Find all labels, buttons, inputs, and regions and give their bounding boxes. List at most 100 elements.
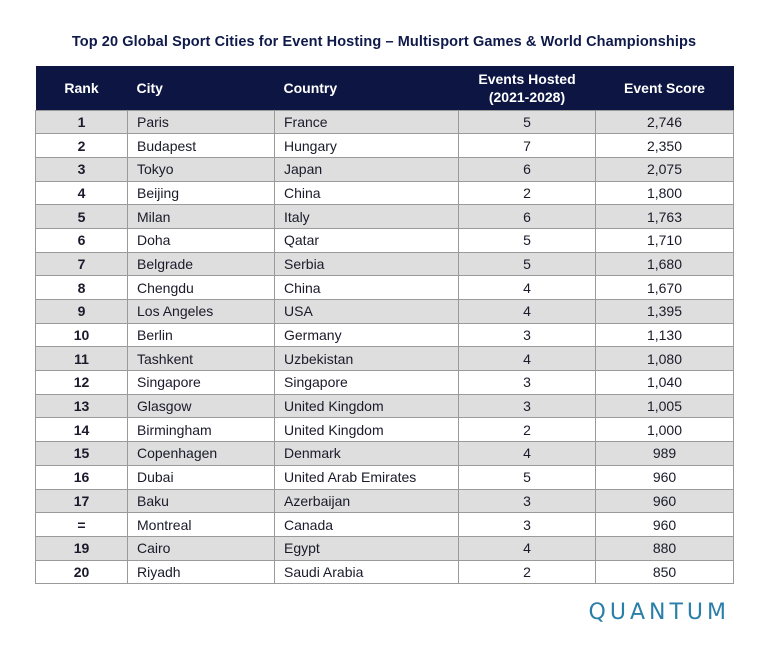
- cell-city: Copenhagen: [127, 441, 275, 466]
- rankings-table: Rank City Country Events Hosted (2021-20…: [35, 66, 734, 585]
- header-country: Country: [283, 79, 338, 96]
- cell-rank: 12: [35, 370, 128, 395]
- cell-rank: 8: [35, 275, 128, 300]
- cell-events-hosted: 2: [458, 559, 596, 585]
- cell-events-hosted: 5: [458, 109, 596, 135]
- cell-city: Milan: [127, 204, 275, 229]
- cell-event-score: 1,800: [595, 180, 734, 206]
- cell-event-score: 2,075: [595, 156, 734, 182]
- cell-country: United Arab Emirates: [274, 464, 459, 490]
- table-row: 10 Berlin Germany 3 1,130: [35, 322, 734, 348]
- cell-rank: 16: [35, 464, 128, 490]
- cell-city: Cairo: [127, 535, 275, 561]
- cell-country: France: [274, 109, 459, 135]
- cell-city: Doha: [127, 227, 275, 253]
- cell-event-score: 960: [595, 464, 734, 490]
- cell-city: Los Angeles: [127, 299, 275, 324]
- cell-city: Budapest: [127, 133, 275, 158]
- cell-country: Denmark: [274, 441, 459, 466]
- cell-country: Uzbekistan: [274, 346, 459, 372]
- header-events-line1: Events Hosted: [478, 70, 576, 87]
- cell-event-score: 1,000: [595, 417, 734, 443]
- cell-events-hosted: 2: [458, 180, 596, 206]
- cell-events-hosted: 5: [458, 251, 596, 277]
- table-row: 19 Cairo Egypt 4 880: [35, 535, 734, 561]
- cell-country: United Kingdom: [274, 417, 459, 443]
- cell-city: Tashkent: [127, 346, 275, 372]
- cell-events-hosted: 5: [458, 227, 596, 253]
- cell-rank: 3: [35, 156, 128, 182]
- cell-event-score: 960: [595, 488, 734, 514]
- cell-country: Hungary: [274, 133, 459, 158]
- cell-event-score: 2,350: [595, 133, 734, 158]
- cell-rank: 15: [35, 441, 128, 466]
- table-header: Rank City Country Events Hosted (2021-20…: [35, 66, 734, 110]
- cell-event-score: 1,670: [595, 275, 734, 300]
- table-row: 15 Copenhagen Denmark 4 989: [35, 441, 734, 466]
- cell-rank: 20: [35, 559, 128, 585]
- cell-country: Saudi Arabia: [274, 559, 459, 585]
- cell-city: Glasgow: [127, 393, 275, 419]
- cell-rank: 14: [35, 417, 128, 443]
- cell-city: Tokyo: [127, 156, 275, 182]
- cell-city: Birmingham: [127, 417, 275, 443]
- cell-rank: 13: [35, 393, 128, 419]
- cell-rank: 19: [35, 535, 128, 561]
- cell-country: Egypt: [274, 535, 459, 561]
- cell-events-hosted: 3: [458, 322, 596, 348]
- page-title: Top 20 Global Sport Cities for Event Hos…: [71, 34, 697, 50]
- rankings-table-container: Rank City Country Events Hosted (2021-20…: [35, 66, 734, 585]
- cell-event-score: 1,005: [595, 393, 734, 419]
- table-row: 17 Baku Azerbaijan 3 960: [35, 488, 734, 514]
- cell-country: Japan: [274, 156, 459, 182]
- cell-events-hosted: 5: [458, 464, 596, 490]
- table-body: 1 Paris France 5 2,746 2 Budapest Hungary 7 2,350…: [35, 109, 734, 585]
- cell-country: Canada: [274, 512, 459, 537]
- cell-event-score: 1,130: [595, 322, 734, 348]
- header-rank: Rank: [64, 79, 99, 96]
- table-row: = Montreal Canada 3 960: [35, 512, 734, 537]
- table-row: 8 Chengdu China 4 1,670: [35, 275, 734, 300]
- table-row: 13 Glasgow United Kingdom 3 1,005: [35, 393, 734, 419]
- cell-rank: 4: [35, 180, 128, 206]
- table-row: 4 Beijing China 2 1,800: [35, 180, 734, 206]
- cell-rank: 17: [35, 488, 128, 514]
- cell-events-hosted: 6: [458, 204, 596, 229]
- table-header-row: Rank City Country Events Hosted (2021-20…: [35, 66, 734, 110]
- cell-country: Serbia: [274, 251, 459, 277]
- cell-country: Singapore: [274, 370, 459, 395]
- cell-city: Montreal: [127, 512, 275, 537]
- table-row: 1 Paris France 5 2,746: [35, 109, 734, 135]
- cell-event-score: 989: [595, 441, 734, 466]
- cell-rank: 10: [35, 322, 128, 348]
- cell-city: Dubai: [127, 464, 275, 490]
- cell-event-score: 1,040: [595, 370, 734, 395]
- table-row: 6 Doha Qatar 5 1,710: [35, 227, 734, 253]
- cell-city: Baku: [127, 488, 275, 514]
- cell-rank: 6: [35, 227, 128, 253]
- cell-events-hosted: 3: [458, 393, 596, 419]
- cell-events-hosted: 7: [458, 133, 596, 158]
- cell-events-hosted: 4: [458, 299, 596, 324]
- cell-event-score: 2,746: [595, 109, 734, 135]
- table-row: 12 Singapore Singapore 3 1,040: [35, 370, 734, 395]
- cell-event-score: 880: [595, 535, 734, 561]
- cell-events-hosted: 6: [458, 156, 596, 182]
- quantum-logo: QUANTUM: [588, 600, 730, 625]
- table-row: 16 Dubai United Arab Emirates 5 960: [35, 464, 734, 490]
- cell-rank: =: [35, 512, 128, 537]
- cell-country: China: [274, 180, 459, 206]
- cell-city: Singapore: [127, 370, 275, 395]
- cell-event-score: 850: [595, 559, 734, 585]
- cell-country: United Kingdom: [274, 393, 459, 419]
- table-row: 5 Milan Italy 6 1,763: [35, 204, 734, 229]
- cell-event-score: 960: [595, 512, 734, 537]
- cell-country: China: [274, 275, 459, 300]
- cell-events-hosted: 3: [458, 512, 596, 537]
- cell-events-hosted: 4: [458, 441, 596, 466]
- cell-rank: 1: [35, 109, 128, 135]
- cell-event-score: 1,395: [595, 299, 734, 324]
- cell-city: Beijing: [127, 180, 275, 206]
- cell-rank: 2: [35, 133, 128, 158]
- table-row: 14 Birmingham United Kingdom 2 1,000: [35, 417, 734, 443]
